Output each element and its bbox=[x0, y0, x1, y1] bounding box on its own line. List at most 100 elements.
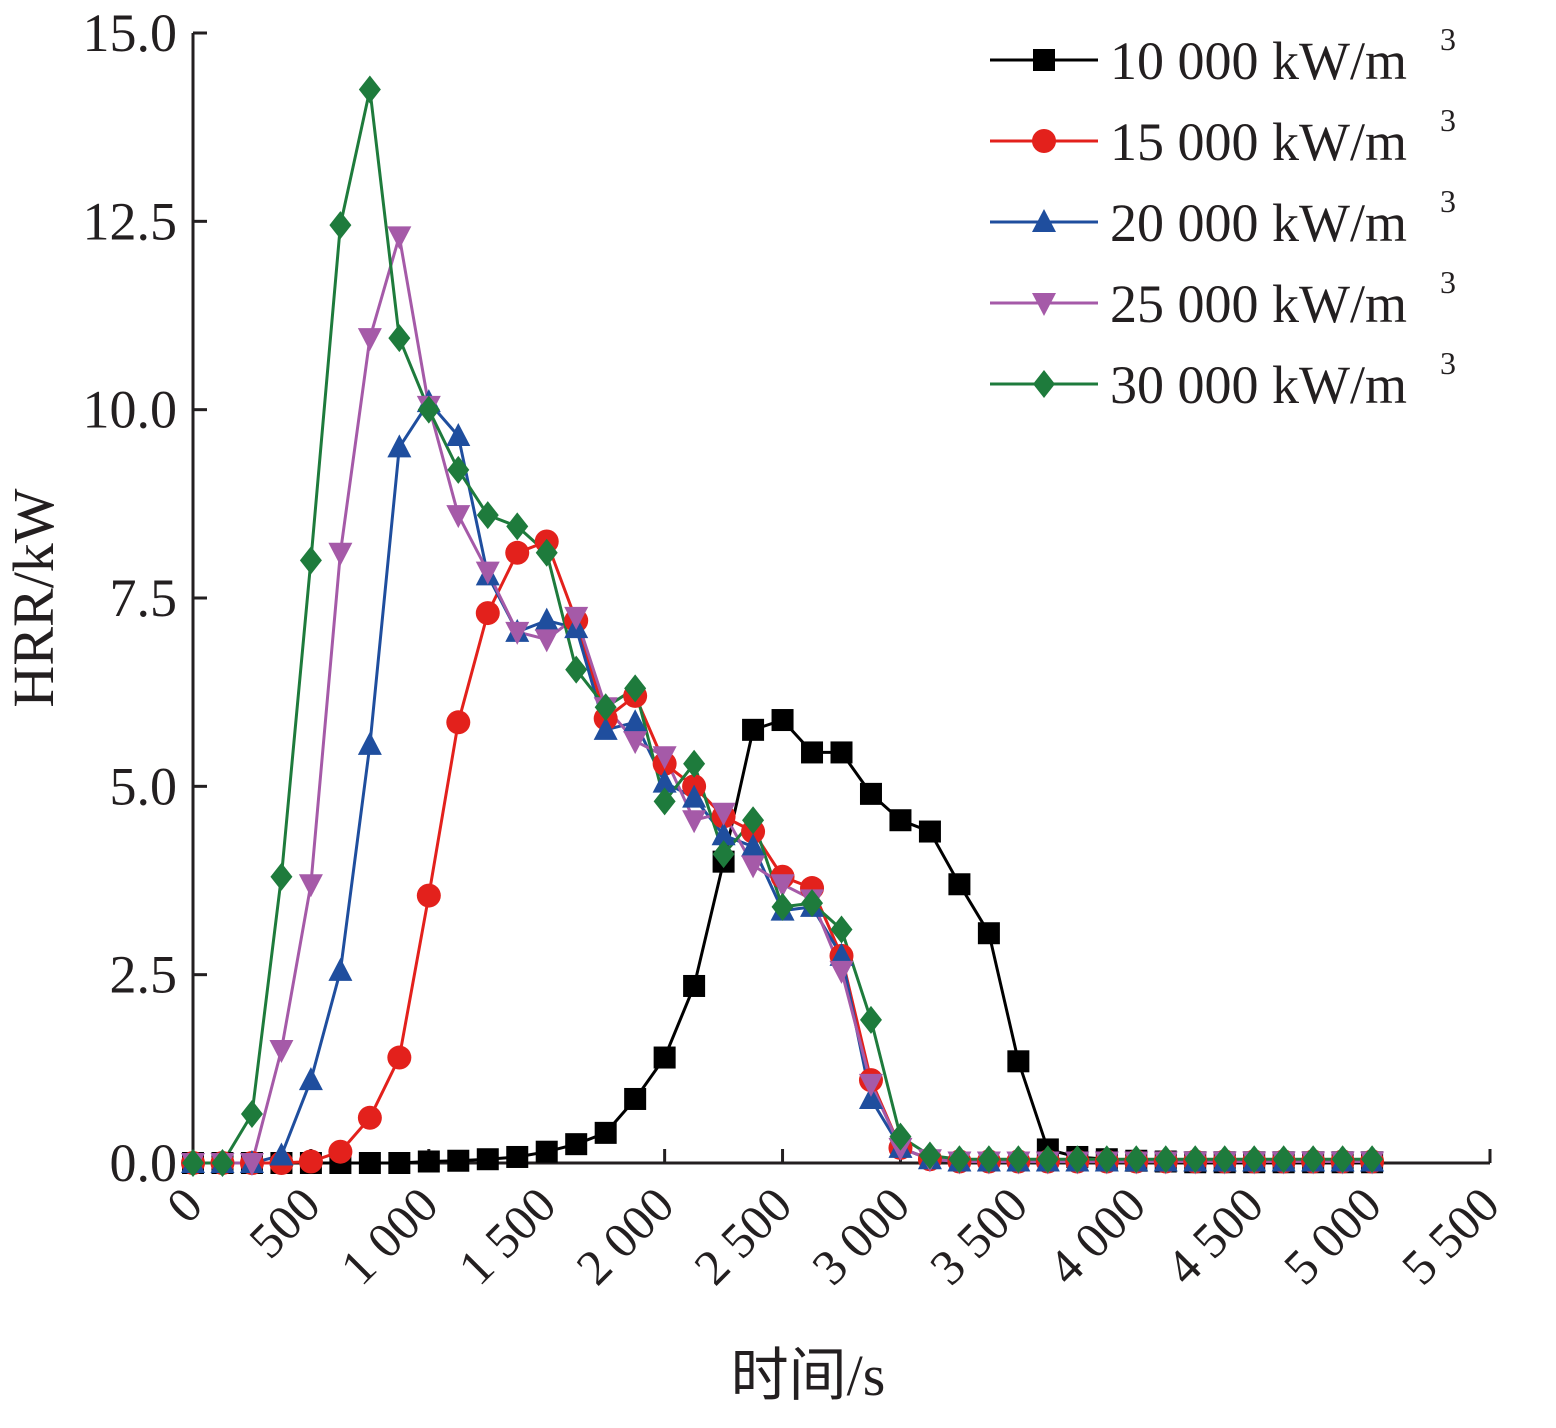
legend-item: 10 000 kW/m 3 bbox=[990, 21, 1456, 91]
data-point bbox=[447, 1149, 470, 1172]
series-line-3 bbox=[193, 400, 1373, 1165]
data-point bbox=[859, 1005, 882, 1034]
data-point bbox=[1154, 1145, 1177, 1174]
legend-item: 20 000 kW/m 3 bbox=[990, 183, 1456, 253]
data-point bbox=[240, 1100, 263, 1129]
data-point bbox=[742, 806, 765, 835]
y-tick-label: 0.0 bbox=[110, 1133, 178, 1193]
data-point bbox=[624, 674, 647, 703]
series-line-2 bbox=[193, 540, 1373, 1165]
data-point bbox=[357, 328, 382, 352]
legend-item: 25 000 kW/m 3 bbox=[990, 264, 1456, 334]
data-point bbox=[357, 731, 382, 755]
legend-label-superscript: 3 bbox=[1440, 264, 1456, 300]
y-tick-label: 2.5 bbox=[110, 945, 178, 1005]
data-point bbox=[446, 505, 471, 529]
data-point bbox=[771, 892, 794, 921]
data-point bbox=[594, 1121, 617, 1144]
data-point bbox=[358, 75, 381, 104]
data-point bbox=[948, 1145, 971, 1174]
x-tick-label: 2 000 bbox=[565, 1176, 684, 1295]
data-point bbox=[683, 749, 706, 778]
data-point bbox=[505, 540, 530, 565]
legend-item: 15 000 kW/m 3 bbox=[990, 102, 1456, 172]
series-markers-5 bbox=[182, 75, 1384, 1177]
data-point bbox=[535, 1140, 558, 1163]
x-tick-label: 4 500 bbox=[1155, 1176, 1274, 1295]
x-tick-label: 5 500 bbox=[1391, 1176, 1510, 1295]
data-point bbox=[298, 874, 323, 898]
data-point bbox=[770, 874, 795, 898]
legend: 10 000 kW/m 315 000 kW/m 320 000 kW/m 325 0… bbox=[990, 21, 1456, 415]
data-point bbox=[977, 922, 1000, 945]
data-point bbox=[653, 787, 676, 816]
legend-marker bbox=[1033, 49, 1055, 71]
data-point bbox=[1272, 1145, 1295, 1174]
data-point bbox=[475, 561, 500, 585]
x-axis-title: 时间/s bbox=[731, 1343, 886, 1408]
data-point bbox=[977, 1145, 1000, 1174]
data-point bbox=[446, 423, 471, 447]
y-tick-label: 15.0 bbox=[83, 3, 178, 63]
data-point bbox=[475, 601, 500, 626]
data-point bbox=[447, 455, 470, 484]
data-point bbox=[858, 1073, 883, 1097]
data-point bbox=[594, 693, 617, 722]
data-point bbox=[506, 512, 529, 541]
data-point bbox=[329, 211, 352, 240]
y-tick-label: 12.5 bbox=[83, 191, 178, 251]
data-point bbox=[535, 538, 558, 567]
data-point bbox=[1184, 1145, 1207, 1174]
y-axis-title: HRR/kW bbox=[1, 488, 66, 707]
data-point bbox=[830, 741, 853, 764]
data-point bbox=[742, 718, 765, 741]
data-point bbox=[565, 655, 588, 684]
legend-label: 30 000 kW/m bbox=[1110, 355, 1407, 415]
legend-label-superscript: 3 bbox=[1440, 102, 1456, 138]
data-point bbox=[211, 1149, 234, 1177]
data-point bbox=[829, 960, 854, 984]
data-point bbox=[299, 546, 322, 575]
data-point bbox=[239, 1153, 264, 1176]
data-point bbox=[270, 862, 293, 891]
data-point bbox=[771, 709, 794, 732]
data-point bbox=[1243, 1145, 1266, 1174]
data-point bbox=[918, 1141, 941, 1170]
data-point bbox=[564, 606, 589, 630]
data-point bbox=[269, 1142, 294, 1166]
legend-item: 30 000 kW/m 3 bbox=[990, 345, 1456, 415]
data-point bbox=[682, 810, 707, 834]
data-point bbox=[889, 809, 912, 832]
series-markers-3 bbox=[181, 389, 1385, 1173]
data-point bbox=[741, 855, 766, 879]
y-tick-label: 7.5 bbox=[110, 568, 178, 628]
data-point bbox=[446, 710, 471, 735]
data-point bbox=[534, 629, 559, 653]
data-point bbox=[387, 434, 412, 458]
data-point bbox=[417, 395, 440, 424]
series-line-1 bbox=[193, 718, 1373, 1165]
series-markers-2 bbox=[181, 529, 1385, 1175]
x-tick-label: 0 bbox=[156, 1176, 213, 1233]
data-point bbox=[565, 1133, 588, 1156]
data-point bbox=[476, 501, 499, 530]
data-point bbox=[712, 840, 735, 869]
data-point bbox=[534, 607, 559, 631]
data-point bbox=[1331, 1145, 1354, 1174]
x-tick-label: 1 500 bbox=[447, 1176, 566, 1295]
series-markers bbox=[181, 75, 1385, 1177]
legend-label-superscript: 3 bbox=[1440, 345, 1456, 381]
data-point bbox=[298, 1149, 323, 1174]
data-point bbox=[1036, 1145, 1059, 1174]
data-point bbox=[801, 889, 824, 918]
legend-label-superscript: 3 bbox=[1440, 183, 1456, 219]
data-point bbox=[623, 709, 648, 733]
data-point bbox=[830, 915, 853, 944]
data-point bbox=[652, 769, 677, 793]
y-tick-label: 10.0 bbox=[83, 380, 178, 440]
legend-label: 15 000 kW/m bbox=[1110, 112, 1407, 172]
data-point bbox=[328, 957, 353, 981]
data-point bbox=[711, 802, 736, 826]
